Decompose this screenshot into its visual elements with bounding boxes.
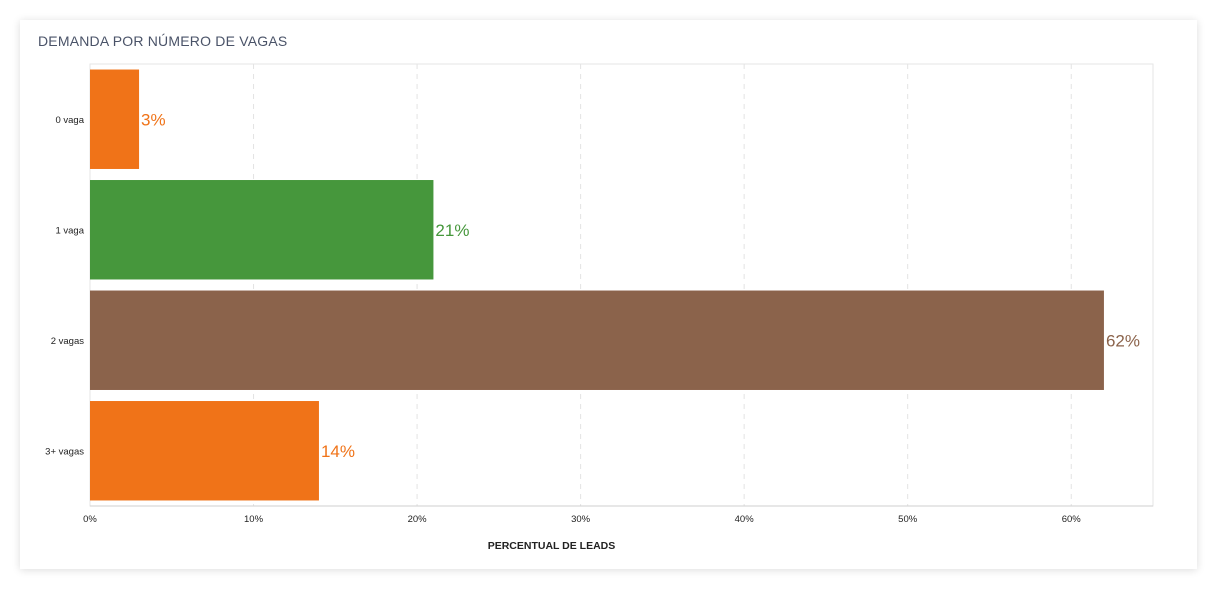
x-tick-label: 10% (244, 514, 264, 525)
bar (90, 180, 434, 280)
y-category-label: 2 vagas (51, 336, 85, 347)
labels: 0% 10% 20% 30% 40% 50% 60% 0 vaga 3% 1 vaga 21% 2 v… (45, 110, 1140, 525)
x-tick-label: 30% (571, 514, 591, 525)
chart-card: DEMANDA POR NÚMERO DE VAGAS 0% 10% 20% 30% 4… (20, 20, 1197, 569)
y-category-label: 1 vaga (55, 225, 84, 236)
y-category-label: 3+ vagas (45, 446, 84, 457)
bar (90, 401, 319, 501)
bar (90, 69, 140, 169)
bar-value-label: 21% (435, 221, 469, 240)
x-tick-label: 50% (898, 514, 918, 525)
x-tick-label: 60% (1062, 514, 1082, 525)
bar (90, 290, 1104, 390)
x-tick-label: 0% (83, 514, 97, 525)
y-category-label: 0 vaga (55, 115, 84, 126)
grid-lines (89, 63, 1154, 507)
bar-value-label: 3% (141, 110, 166, 129)
chart-title: DEMANDA POR NÚMERO DE VAGAS (38, 33, 288, 49)
bar-value-label: 14% (321, 442, 355, 461)
bar-chart: 0% 10% 20% 30% 40% 50% 60% 0 vaga 3% 1 vaga 21% 2 v… (45, 63, 1154, 552)
bars (90, 69, 1104, 501)
x-tick-label: 20% (408, 514, 428, 525)
x-axis-title: PERCENTUAL DE LEADS (488, 540, 616, 552)
bar-value-label: 62% (1106, 331, 1140, 350)
x-tick-label: 40% (735, 514, 755, 525)
